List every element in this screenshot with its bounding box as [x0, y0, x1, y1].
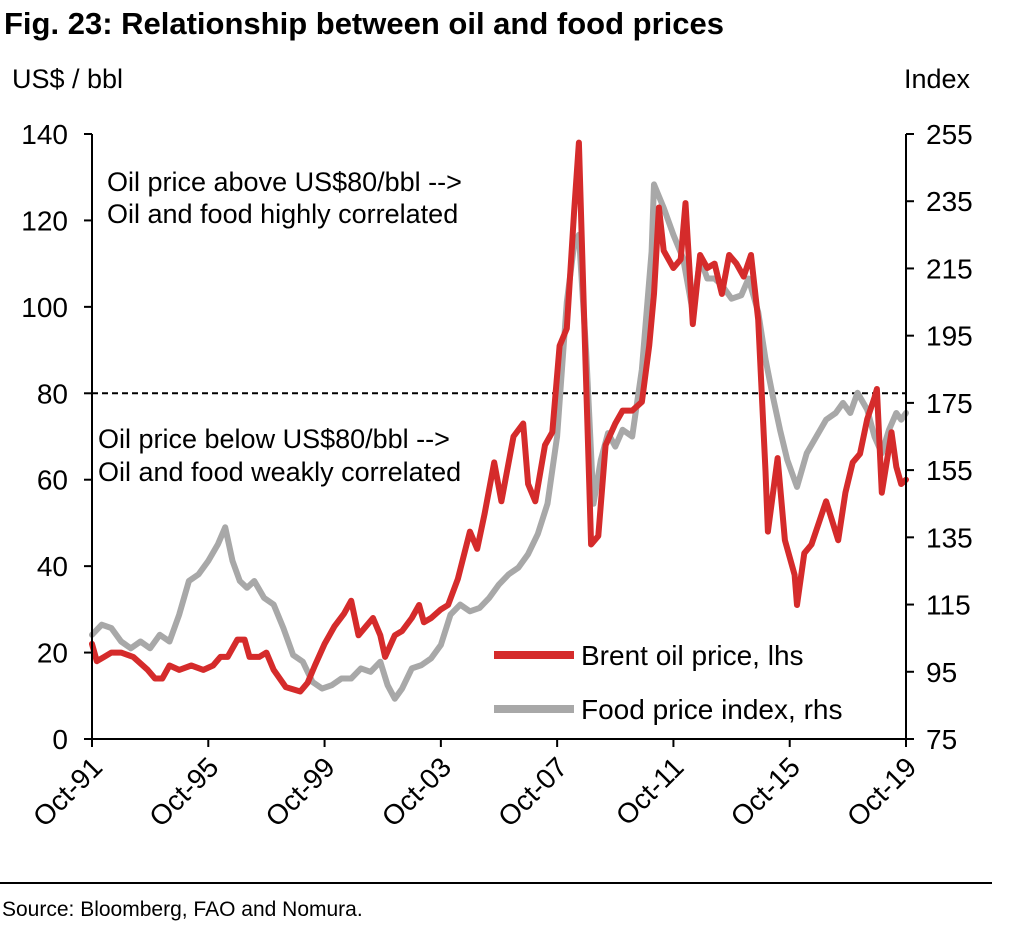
right-tick-label: 115	[926, 590, 971, 621]
footer-divider	[0, 882, 992, 884]
x-tick-label: Oct-15	[725, 751, 806, 832]
right-tick-label: 195	[926, 321, 973, 352]
annotation-below-line2: Oil and food weakly correlated	[98, 457, 461, 487]
annotation-above-line1: Oil price above US$80/bbl -->	[107, 167, 462, 197]
x-tick-label: Oct-11	[610, 751, 690, 831]
x-tick-label: Oct-99	[259, 751, 340, 832]
right-tick-label: 235	[926, 186, 973, 217]
x-tick-label: Oct-03	[376, 751, 457, 832]
left-tick-label: 0	[52, 724, 68, 755]
legend: Brent oil price, lhs Food price index, rh…	[494, 640, 842, 725]
series-line-brent-oil	[89, 139, 909, 695]
left-tick-label: 140	[21, 119, 68, 150]
right-tick-label: 175	[926, 388, 973, 419]
left-tick-label: 20	[37, 638, 68, 669]
left-tick-label: 40	[37, 551, 68, 582]
left-tick-label: 60	[37, 465, 68, 496]
right-tick-label: 155	[926, 455, 973, 486]
left-tick-label: 120	[21, 205, 68, 236]
series-layer	[89, 139, 909, 702]
right-tick-label: 255	[926, 119, 973, 150]
right-axis-unit: Index	[904, 64, 971, 94]
right-tick-label: 215	[926, 253, 973, 284]
left-axis-unit: US$ / bbl	[12, 64, 124, 94]
legend-entry-brent-oil-label: Brent oil price, lhs	[581, 640, 804, 671]
legend-entry-food-index-label: Food price index, rhs	[581, 694, 842, 725]
annotation-layer: Oil price above US$80/bbl -->Oil and foo…	[98, 167, 462, 487]
x-tick-label: Oct-95	[143, 751, 224, 832]
x-tick-label: Oct-19	[841, 751, 922, 832]
right-tick-label: 75	[926, 724, 957, 755]
annotation-below-line1: Oil price below US$80/bbl -->	[98, 424, 450, 454]
series-line-food-index	[89, 181, 909, 702]
left-tick-label: 80	[37, 378, 68, 409]
left-tick-label: 100	[21, 292, 68, 323]
chart-canvas: 0 20 40 60 80 100 120 140 75 95 115 135 155 175 195 215…	[21, 119, 973, 833]
annotation-above-line2: Oil and food highly correlated	[107, 199, 458, 229]
right-tick-label: 95	[926, 657, 957, 688]
chart-title: Fig. 23: Relationship between oil and fo…	[4, 6, 724, 41]
right-tick-label: 135	[926, 522, 973, 553]
x-tick-label: Oct-07	[492, 751, 573, 832]
source-note: Source: Bloomberg, FAO and Nomura.	[2, 898, 363, 921]
x-tick-label: Oct-91	[27, 751, 108, 832]
